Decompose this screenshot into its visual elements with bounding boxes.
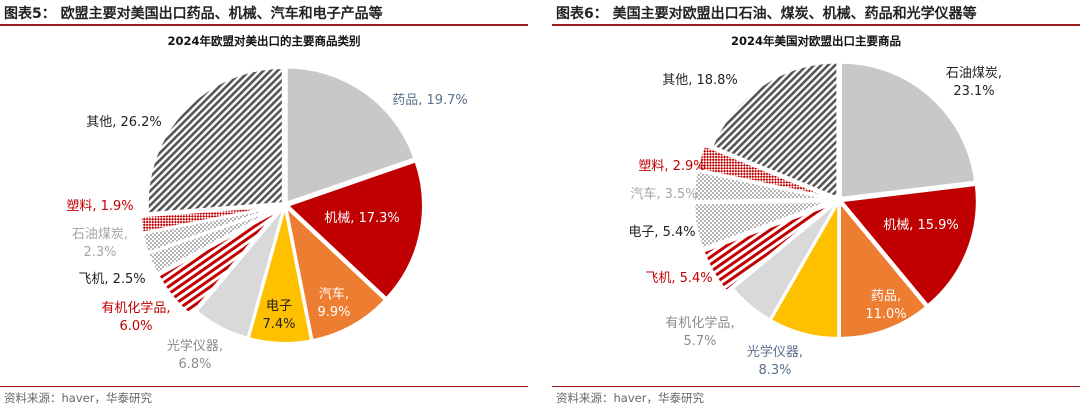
slice-label: 机械, 17.3%: [324, 211, 400, 226]
pie-labels: 石油煤炭, 23.1% 机械, 15.9% 药品, 11.0% 光学仪器, 8.3% 有机化学…: [628, 66, 1002, 378]
slice-label: 石油煤炭, 2.3%: [72, 227, 128, 260]
slice-label: 电子, 5.4%: [628, 225, 695, 240]
pie-slice: [839, 61, 977, 199]
slice-label: 药品, 11.0%: [865, 289, 906, 322]
pie-slice: [696, 144, 830, 199]
pie-slice: [693, 170, 830, 202]
pie-slice: [711, 61, 839, 199]
pie-slice: [285, 66, 416, 204]
bottom-rule: [552, 386, 1080, 387]
chart-title: 2024年美国对欧盟出口主要商品: [730, 34, 901, 48]
slice-label: 光学仪器, 6.8%: [167, 338, 223, 372]
slice-label: 光学仪器, 8.3%: [747, 344, 803, 378]
bottom-rule: [0, 386, 528, 387]
slice-label: 其他, 26.2%: [86, 115, 162, 130]
pie-slice: [147, 208, 277, 275]
slice-label: 机械, 15.9%: [883, 218, 959, 233]
pie-slice: [141, 206, 276, 254]
title-rule: [552, 24, 1080, 26]
pie-slices: [693, 61, 978, 339]
pie-slice: [284, 204, 387, 342]
slice-label: 电子 7.4%: [262, 299, 295, 332]
pie-slice: [247, 207, 313, 344]
chart-title: 2024年欧盟对美出口的主要商品类别: [167, 34, 361, 48]
source-note: 资料来源：haver，华泰研究: [556, 391, 704, 405]
pie-slice: [839, 200, 928, 339]
slice-label: 汽车, 9.9%: [317, 286, 350, 320]
slice-label: 塑料, 2.9%: [638, 159, 705, 174]
pie-slice: [731, 201, 838, 321]
pie-chart-right: 石油煤炭, 23.1% 机械, 15.9% 药品, 11.0% 光学仪器, 8.3% 有机化学…: [628, 61, 1002, 378]
figure-title: 图表5： 欧盟主要对美国出口药品、机械、汽车和电子产品等: [4, 6, 383, 22]
pie-slice: [139, 205, 276, 234]
pie-slice: [702, 204, 831, 293]
slice-label: 有机化学品, 6.0%: [101, 300, 170, 334]
figure-title: 图表6： 美国主要对欧盟出口石油、煤炭、机械、药品和光学仪器等: [556, 6, 977, 22]
figure-panel-left: 图表5： 欧盟主要对美国出口药品、机械、汽车和电子产品等 2024年欧盟对美出口…: [0, 0, 528, 408]
slice-label: 飞机, 5.4%: [645, 271, 712, 286]
pie-slice: [146, 66, 284, 215]
pie-slice: [769, 199, 840, 339]
slice-label: 有机化学品, 5.7%: [665, 315, 734, 349]
title-rule: [0, 24, 528, 26]
source-note: 资料来源：haver，华泰研究: [4, 391, 152, 405]
slice-label: 药品, 19.7%: [392, 93, 468, 108]
pie-slice: [693, 200, 830, 250]
pie-slice: [839, 183, 978, 307]
figure-panel-right: 图表6： 美国主要对欧盟出口石油、煤炭、机械、药品和光学仪器等 2024年美国对…: [552, 0, 1080, 408]
slice-label: 塑料, 1.9%: [66, 199, 133, 214]
slice-label: 石油煤炭, 23.1%: [946, 66, 1002, 99]
pie-slices: [139, 66, 424, 344]
pie-chart-left: 药品, 19.7% 机械, 17.3% 汽车, 9.9% 电子 7.4% 光学仪器, 6.8%…: [66, 66, 468, 372]
pie-slice: [195, 207, 285, 339]
pie-slice: [157, 210, 279, 317]
slice-label: 飞机, 2.5%: [78, 272, 145, 287]
slice-label: 其他, 18.8%: [662, 73, 738, 88]
pie-labels: 药品, 19.7% 机械, 17.3% 汽车, 9.9% 电子 7.4% 光学仪器, 6.8%…: [66, 93, 467, 372]
slice-label: 汽车, 3.5%: [630, 186, 697, 202]
pie-slice: [286, 160, 424, 300]
